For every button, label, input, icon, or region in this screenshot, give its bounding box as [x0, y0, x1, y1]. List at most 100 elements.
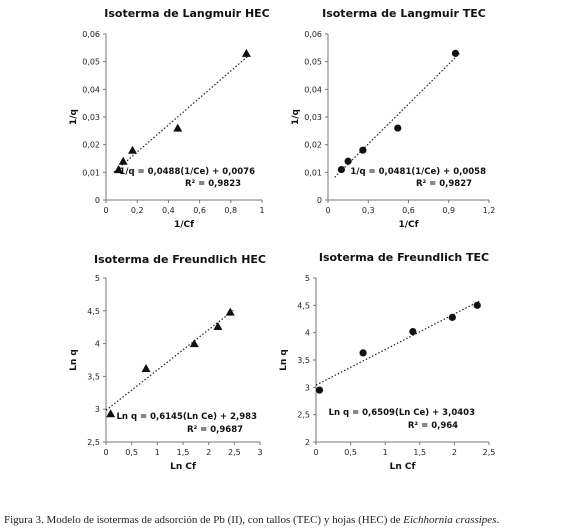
- x-tick-label: 1: [155, 448, 160, 457]
- data-point-triangle: [118, 156, 128, 165]
- x-tick-label: 0: [313, 448, 318, 457]
- y-tick-label: 4,5: [297, 301, 310, 310]
- y-tick-label: 0: [95, 196, 100, 205]
- y-tick-label: 0,04: [82, 85, 100, 94]
- y-tick-label: 3,5: [297, 356, 310, 365]
- x-axis-label: 1/Cf: [174, 220, 194, 230]
- data-point-circle: [473, 301, 481, 309]
- x-tick-label: 0: [325, 206, 330, 215]
- caption-end: .: [496, 514, 500, 526]
- x-tick-label: 3: [257, 448, 262, 457]
- x-axis-label: Ln Cf: [170, 462, 196, 472]
- y-tick-label: 2,5: [297, 411, 310, 420]
- data-point-triangle: [241, 48, 251, 57]
- x-tick-label: 0,4: [162, 206, 175, 215]
- r-squared-label: R² = 0,9687: [187, 425, 243, 435]
- x-tick-label: 0: [103, 206, 108, 215]
- y-tick-label: 0: [317, 196, 322, 205]
- x-tick-label: 0,6: [193, 206, 206, 215]
- y-tick-label: 2,5: [87, 438, 100, 447]
- y-tick-label: 0,03: [82, 113, 100, 122]
- chart-title: Isoterma de Langmuir HEC: [104, 7, 269, 20]
- y-tick-label: 4: [95, 340, 100, 349]
- y-axis-label: Ln q: [279, 349, 289, 371]
- y-axis-label: Ln q: [69, 349, 79, 371]
- x-axis-label: 1/Cf: [398, 220, 418, 230]
- y-tick-label: 0,05: [82, 58, 100, 67]
- data-point-circle: [359, 349, 367, 357]
- data-point-triangle: [173, 123, 183, 132]
- regression-equation: 1/q = 0,0488(1/Ce) + 0,0076: [119, 167, 255, 177]
- data-point-triangle: [141, 364, 151, 373]
- x-tick-label: 0,3: [362, 206, 375, 215]
- y-tick-label: 0,04: [304, 85, 322, 94]
- data-point-triangle: [113, 165, 123, 174]
- y-tick-label: 2: [305, 438, 310, 447]
- figure-caption: Figura 3. Modelo de isotermas de adsorci…: [4, 514, 576, 526]
- x-tick-label: 2,5: [228, 448, 241, 457]
- regression-equation: 1/q = 0,0481(1/Ce) + 0,0058: [350, 167, 486, 177]
- regression-equation: Ln q = 0,6509(Ln Ce) + 3,0403: [329, 408, 475, 418]
- r-squared-label: R² = 0,9827: [416, 179, 472, 189]
- chart-panel-4: Isoterma de Freundlich TEC 2 2,5 3 3,5 4 4,5 5 0…: [279, 251, 495, 472]
- y-tick-label: 0,01: [304, 168, 322, 177]
- charts-svg: Isoterma de Langmuir HEC 0 0,01 0,02 0,03 0,0…: [69, 7, 496, 472]
- data-point-circle: [337, 165, 346, 174]
- r-squared-label: R² = 0,9823: [185, 179, 241, 189]
- r-squared-label: R² = 0,964: [408, 421, 458, 431]
- chart-panel-1: Isoterma de Langmuir HEC 0 0,01 0,02 0,03 0,0…: [69, 7, 270, 230]
- data-point-circle: [409, 327, 417, 336]
- y-tick-label: 0,02: [82, 141, 100, 150]
- y-tick-label: 5: [95, 274, 100, 283]
- y-tick-label: 4: [305, 329, 310, 338]
- y-tick-label: 5: [305, 274, 310, 283]
- x-tick-label: 0,2: [131, 206, 144, 215]
- y-tick-label: 3: [305, 383, 310, 392]
- y-tick-label: 0,06: [304, 30, 322, 39]
- x-tick-label: 0,5: [125, 448, 138, 457]
- y-axis-label: 1/q: [69, 109, 79, 125]
- chart-title: Isoterma de Freundlich TEC: [319, 251, 489, 264]
- trendline: [315, 299, 481, 386]
- y-axis-label: 1/q: [291, 109, 301, 125]
- data-point-circle: [344, 157, 352, 165]
- x-tick-label: 0,5: [344, 448, 357, 457]
- x-tick-label: 1,5: [413, 448, 426, 457]
- x-tick-label: 0,9: [442, 206, 455, 215]
- caption-species: Eichhornia crassipes: [403, 514, 497, 526]
- data-point-triangle: [213, 322, 223, 331]
- caption-text: Figura 3. Modelo de isotermas de adsorci…: [4, 514, 404, 526]
- trendline: [105, 309, 234, 411]
- chart-panel-3: Isoterma de Freundlich HEC 2,5 3 3,5 4 4,5 5 0 0…: [69, 253, 266, 472]
- data-point-circle: [448, 313, 456, 321]
- y-tick-label: 0,01: [82, 168, 100, 177]
- data-point-circle: [315, 386, 324, 394]
- trendline: [113, 54, 250, 173]
- data-point-circle: [359, 146, 367, 154]
- chart-title: Isoterma de Langmuir TEC: [322, 7, 486, 20]
- y-tick-label: 3: [95, 405, 100, 414]
- x-axis-label: Ln Cf: [390, 462, 416, 472]
- data-point-triangle: [225, 307, 235, 316]
- x-tick-label: 2: [206, 448, 211, 457]
- y-tick-label: 3,5: [87, 372, 100, 381]
- x-tick-label: 2: [452, 448, 457, 457]
- x-tick-label: 0,6: [402, 206, 415, 215]
- x-tick-label: 0,8: [224, 206, 237, 215]
- x-tick-label: 1,5: [177, 448, 190, 457]
- x-tick-label: 1: [259, 206, 264, 215]
- chart-title: Isoterma de Freundlich HEC: [94, 253, 266, 266]
- x-tick-label: 2,5: [483, 448, 496, 457]
- y-tick-label: 0,03: [304, 113, 322, 122]
- data-point-circle: [394, 124, 402, 132]
- x-tick-label: 1: [383, 448, 388, 457]
- x-tick-label: 0: [103, 448, 108, 457]
- y-tick-label: 4,5: [87, 307, 100, 316]
- y-tick-label: 0,02: [304, 141, 322, 150]
- x-tick-label: 1,2: [483, 206, 496, 215]
- regression-equation: Ln q = 0,6145(Ln Ce) + 2,983: [117, 412, 258, 422]
- data-point-triangle: [128, 145, 138, 154]
- data-point-circle: [451, 49, 460, 57]
- y-tick-label: 0,06: [82, 30, 100, 39]
